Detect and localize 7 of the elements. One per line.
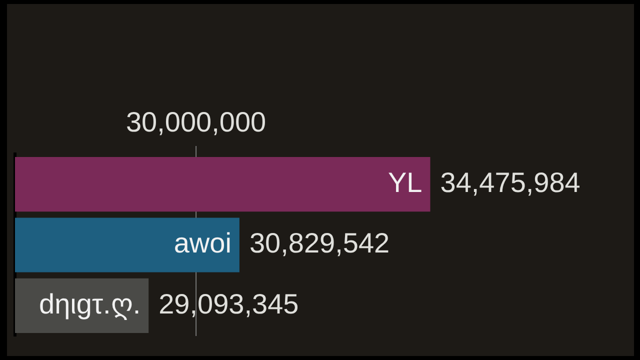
data-label: 30,829,542 [249, 228, 390, 259]
y-tick-label: YL [388, 167, 422, 198]
data-label: 29,093,345 [158, 288, 299, 320]
y-tick-label: awoi [174, 228, 232, 259]
ref-line-label: 30,000,000 [126, 106, 266, 138]
data-label: 34,475,984 [440, 167, 580, 198]
y-tick-label: dηιgτ.ღ. [39, 288, 141, 320]
